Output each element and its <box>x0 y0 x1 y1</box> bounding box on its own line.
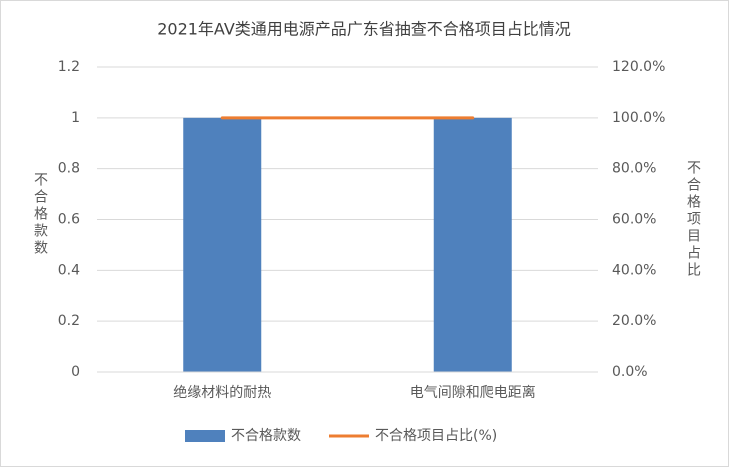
legend-label: 不合格项目占比(%) <box>375 428 497 444</box>
y-tick-label: 0 <box>71 364 80 380</box>
y2-axis-title: 不合格项目占比 <box>685 160 701 279</box>
bar <box>433 117 512 372</box>
legend-swatch <box>185 430 225 442</box>
bar <box>183 117 262 372</box>
y-axis-title: 不合格款数 <box>32 172 48 257</box>
y-tick-label: 0.4 <box>58 262 80 278</box>
y2-tick-label: 60.0% <box>612 212 656 228</box>
y2-tick-label: 0.0% <box>612 364 648 380</box>
y2-tick-label: 40.0% <box>612 262 656 278</box>
x-tick-label: 电气间隙和爬电距离 <box>410 384 536 401</box>
y-tick-label: 0.2 <box>58 313 80 329</box>
y-tick-label: 0.6 <box>58 212 80 228</box>
y2-tick-label: 80.0% <box>612 161 656 177</box>
y-tick-label: 1.2 <box>58 59 80 75</box>
chart-title: 2021年AV类通用电源产品广东省抽查不合格项目占比情况 <box>157 20 571 39</box>
y2-tick-label: 100.0% <box>612 110 665 126</box>
x-tick-label: 绝缘材料的耐热 <box>173 385 271 401</box>
legend-label: 不合格款数 <box>231 428 301 444</box>
y2-tick-label: 120.0% <box>612 59 665 75</box>
y-tick-label: 1 <box>71 110 80 126</box>
y-tick-label: 0.8 <box>58 161 80 177</box>
y2-tick-label: 20.0% <box>612 313 656 329</box>
